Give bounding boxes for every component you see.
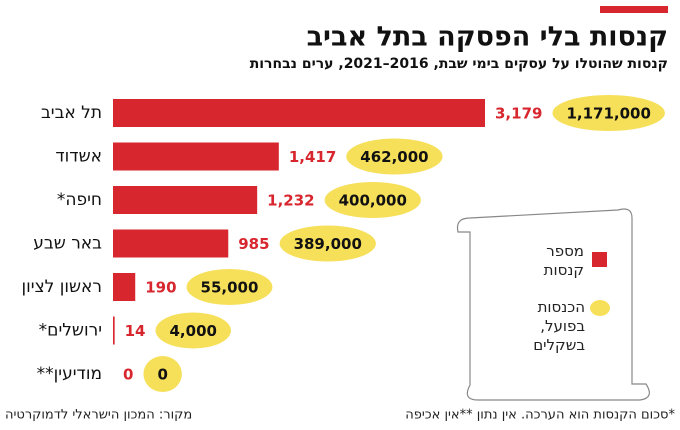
bar-value-label: 985 bbox=[238, 235, 269, 253]
revenue-bubble bbox=[279, 225, 376, 262]
bubble-value-label: 400,000 bbox=[339, 192, 407, 210]
y-tick-label: תל אביב bbox=[41, 103, 102, 123]
bubble-value-label: 1,171,000 bbox=[566, 105, 650, 123]
bar bbox=[113, 142, 279, 171]
legend-label: הכנסות בפועל, בשקלים bbox=[533, 298, 585, 354]
y-tick-label: ראשון לציון bbox=[22, 277, 102, 297]
bubble-value-label: 0 bbox=[157, 366, 167, 384]
bar bbox=[113, 186, 258, 214]
bubble-value-label: 462,000 bbox=[360, 148, 428, 166]
footnote: *סכום הקנסות הוא הערכה. אין נתון **אין א… bbox=[405, 408, 675, 423]
bar-value-label: 190 bbox=[145, 279, 176, 297]
revenue-bubble bbox=[324, 182, 421, 218]
bubble-value-label: 4,000 bbox=[170, 322, 217, 340]
revenue-bubble bbox=[186, 269, 273, 305]
revenue-bubble bbox=[143, 356, 182, 392]
source: מקור: המכון הישראלי לדמוקרטיה bbox=[5, 408, 192, 423]
legend-swatch-bubble bbox=[590, 300, 610, 316]
bar-value-label: 1,232 bbox=[267, 192, 314, 210]
bar-value-label: 1,417 bbox=[289, 148, 336, 166]
bar bbox=[113, 316, 115, 345]
chart-subtitle: קנסות שהוטלו על עסקים בימי שבת, 2016–202… bbox=[250, 56, 668, 72]
y-tick-label: באר שבע bbox=[33, 234, 102, 254]
bar-value-label: 0 bbox=[123, 366, 133, 384]
bar bbox=[113, 99, 485, 127]
y-tick-label: ירושלים* bbox=[39, 321, 102, 341]
legend-swatch-bar bbox=[592, 252, 607, 267]
chart-title: קנסות בלי הפסקה בתל אביב bbox=[307, 22, 668, 53]
y-tick-label: מודיעין** bbox=[37, 364, 102, 384]
bar bbox=[113, 273, 136, 301]
bubble-value-label: 389,000 bbox=[294, 235, 362, 253]
y-tick-label: אשדוד bbox=[55, 147, 102, 167]
bar-value-label: 3,179 bbox=[495, 105, 542, 123]
legend-label: מספר קנסות bbox=[543, 242, 584, 279]
y-tick-label: חיפה* bbox=[57, 190, 102, 210]
bar-value-label: 14 bbox=[125, 322, 146, 340]
bar bbox=[113, 229, 229, 258]
title-accent bbox=[600, 6, 668, 13]
bubble-value-label: 55,000 bbox=[201, 279, 259, 297]
revenue-bubble bbox=[552, 95, 665, 131]
revenue-bubble bbox=[155, 312, 231, 349]
revenue-bubble bbox=[346, 138, 443, 175]
